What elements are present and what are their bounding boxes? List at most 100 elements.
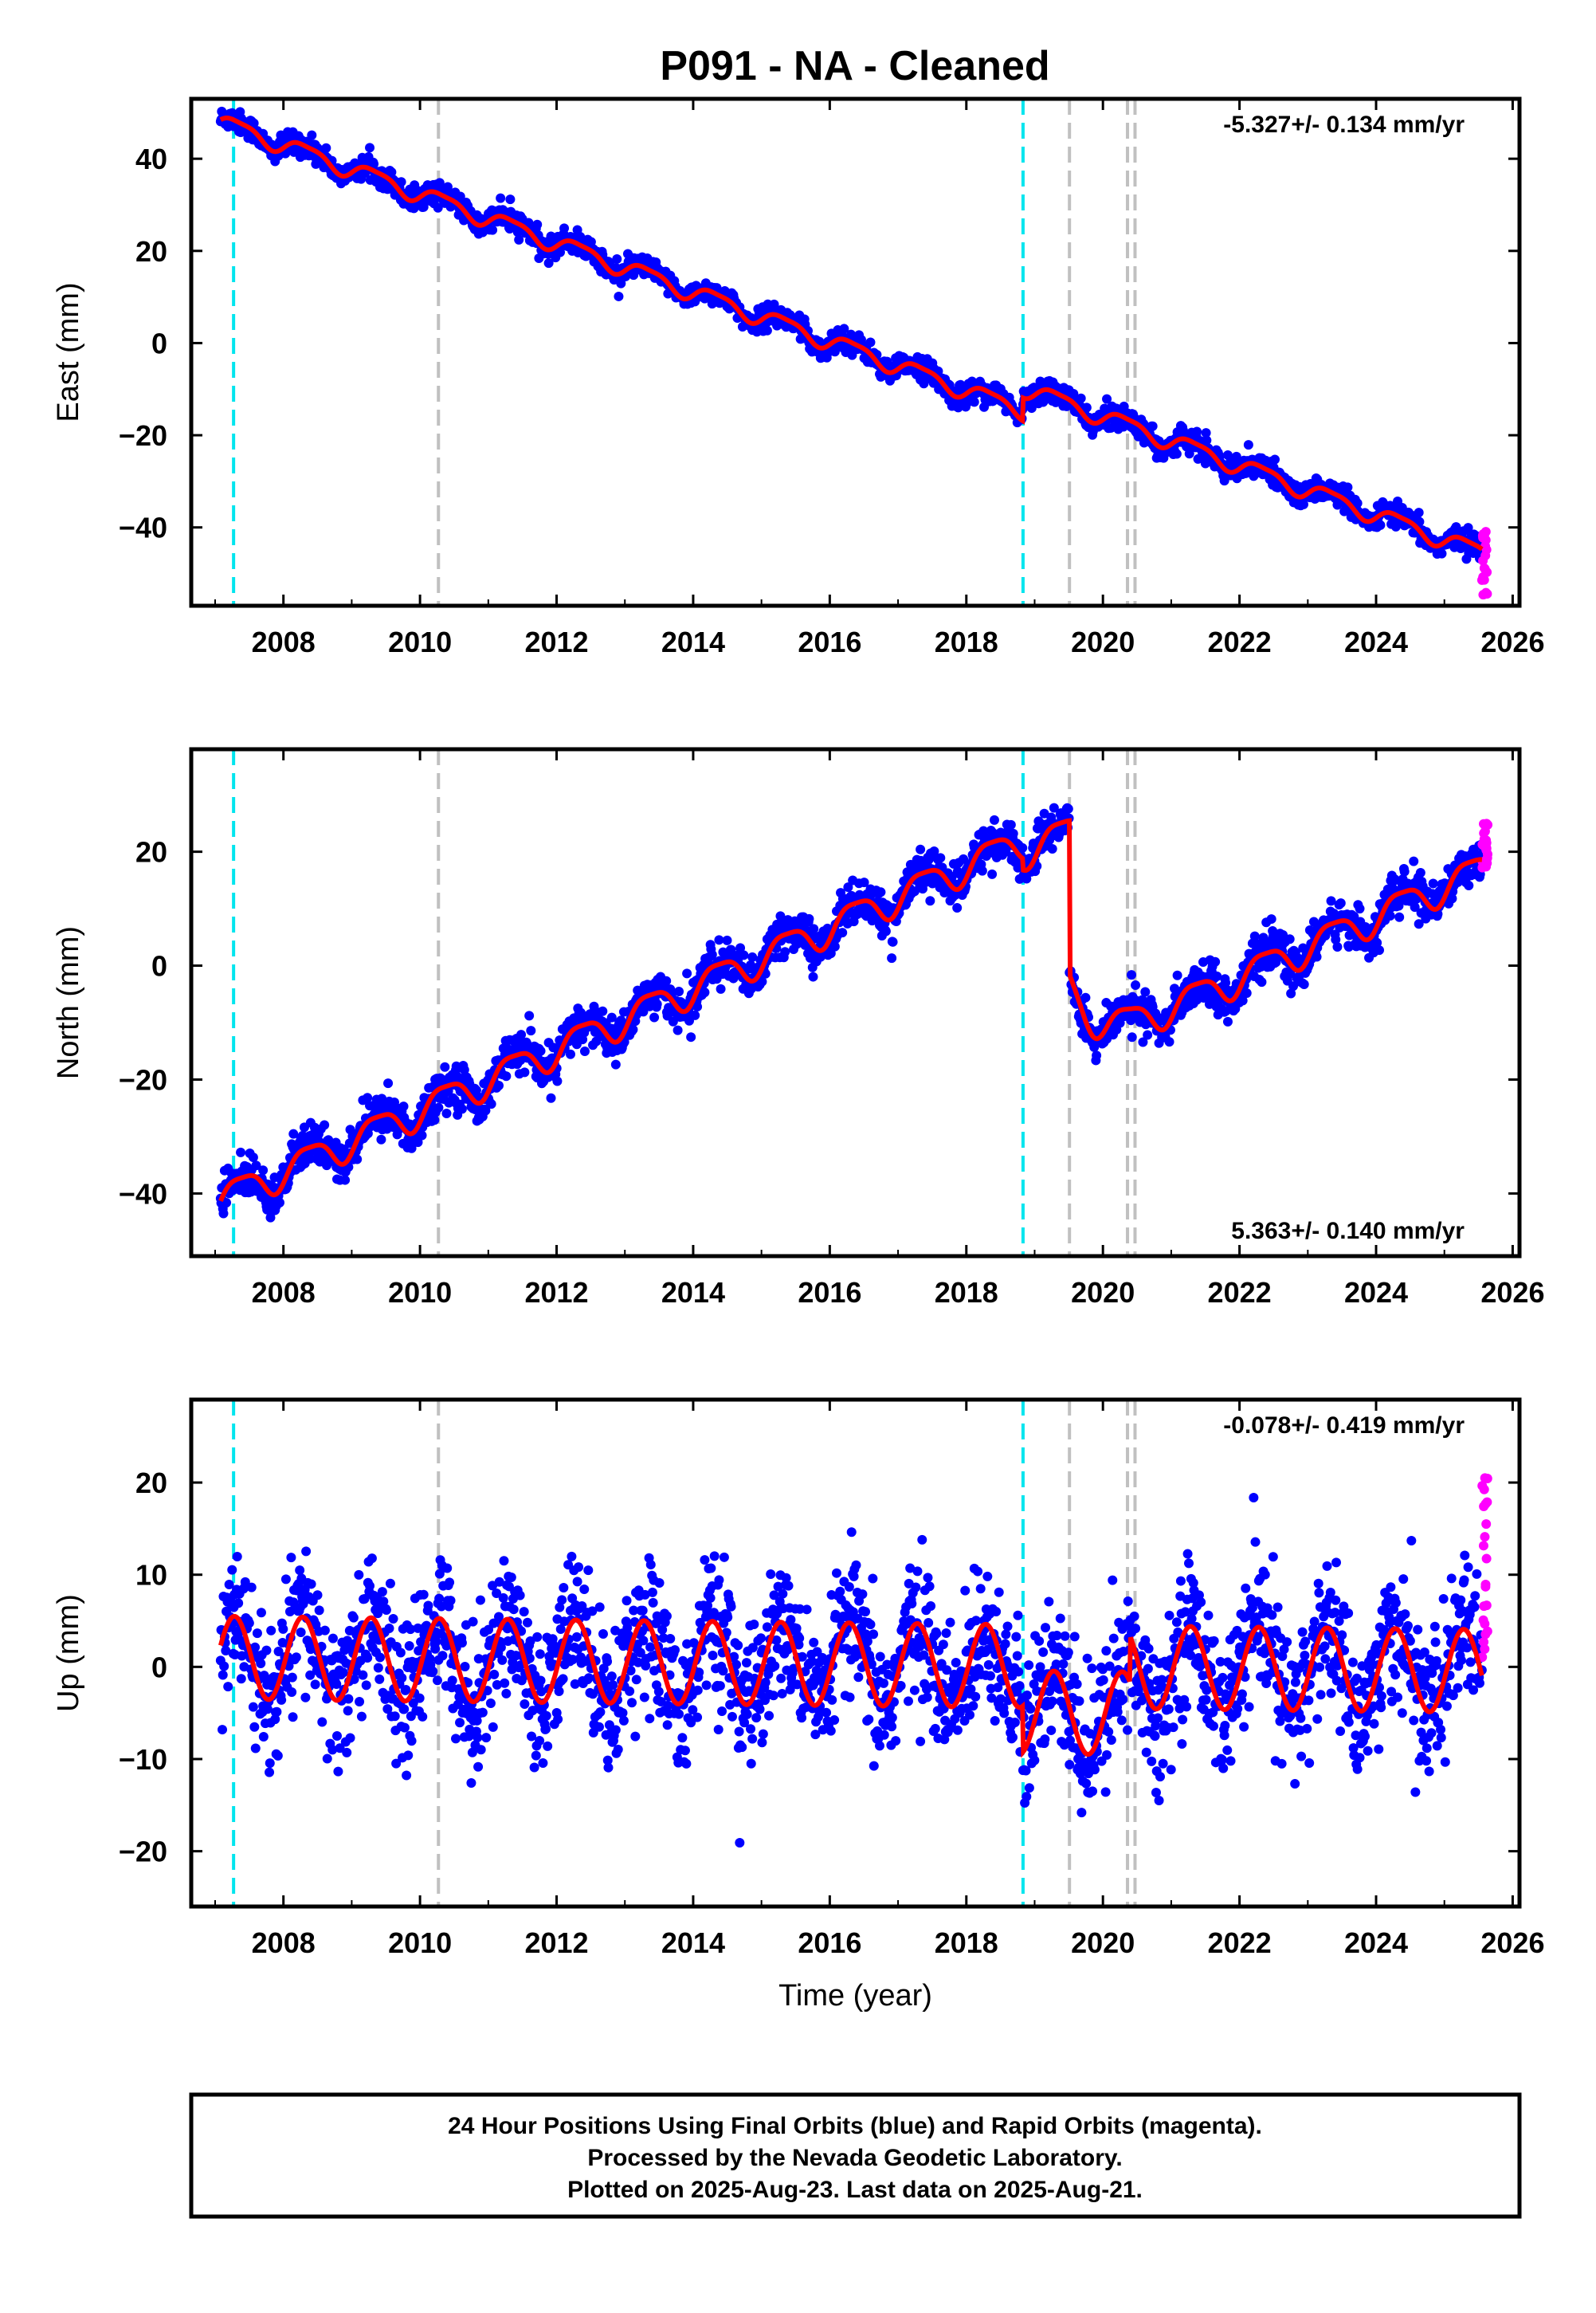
rapid-orbit-point: [1483, 849, 1493, 859]
final-orbit-point: [369, 159, 379, 169]
rapid-orbit-points: [1476, 527, 1492, 600]
final-orbit-point: [396, 177, 406, 187]
final-orbit-point: [1184, 449, 1194, 459]
final-orbit-point: [418, 1711, 428, 1722]
velocity-rate-label: -5.327+/- 0.134 mm/yr: [1223, 112, 1465, 138]
final-orbit-point: [273, 1750, 283, 1761]
final-orbit-point: [552, 1076, 563, 1086]
x-tick-label: 2026: [1480, 626, 1544, 658]
final-orbit-point: [320, 1625, 330, 1636]
final-orbit-point: [374, 1652, 385, 1663]
final-orbit-point: [383, 1078, 394, 1089]
final-orbit-point: [1212, 971, 1222, 981]
final-orbit-point: [690, 1010, 700, 1020]
final-orbit-point: [338, 1667, 348, 1678]
final-orbit-point: [223, 1682, 233, 1692]
final-orbit-point: [1008, 828, 1018, 838]
final-orbit-point: [859, 878, 869, 888]
final-orbit-point: [661, 976, 672, 986]
x-tick-label: 2014: [661, 626, 725, 658]
final-orbit-point: [300, 1692, 311, 1702]
final-orbit-point: [262, 1704, 273, 1714]
final-orbit-point: [276, 1694, 287, 1705]
final-orbit-point: [989, 815, 999, 825]
final-orbit-point: [1410, 902, 1420, 913]
final-orbit-point: [674, 986, 684, 996]
final-orbit-point: [265, 1767, 275, 1777]
final-orbit-point: [546, 1093, 556, 1103]
final-orbit-point: [1269, 454, 1280, 465]
final-orbit-point: [363, 1093, 373, 1103]
east-panel: 2008 2010 2012 2014 2016 2018 2020 2022 2024 2026…: [52, 96, 1544, 658]
final-orbit-point: [887, 953, 897, 964]
final-orbit-point: [248, 1702, 258, 1712]
x-tick-label: 2008: [252, 1276, 316, 1309]
final-orbit-point: [616, 278, 626, 289]
final-orbit-point: [249, 1722, 260, 1732]
rapid-orbit-point: [1478, 529, 1488, 540]
final-orbit-point: [1374, 945, 1385, 956]
final-orbit-point: [417, 1130, 427, 1141]
final-orbit-point: [331, 1679, 342, 1689]
final-orbit-point: [1221, 978, 1231, 988]
final-orbit-point: [322, 1160, 332, 1171]
final-orbit-point: [1192, 426, 1202, 437]
final-orbit-point: [258, 1731, 269, 1742]
x-tick-label: 2010: [388, 626, 452, 658]
final-orbit-point: [839, 324, 849, 334]
final-orbit-point: [526, 1026, 536, 1036]
final-orbit-point: [1172, 970, 1182, 980]
final-orbit-point: [1006, 819, 1016, 830]
final-orbit-point: [252, 1628, 262, 1639]
final-orbit-point: [888, 937, 898, 947]
final-orbit-point: [219, 1661, 229, 1671]
x-tick-label: 2020: [1071, 1276, 1135, 1309]
final-orbit-point: [1385, 910, 1395, 921]
y-tick-label: 20: [135, 836, 167, 869]
final-orbit-point: [250, 1642, 261, 1652]
final-orbit-point: [1409, 856, 1419, 866]
final-orbit-point: [673, 1025, 683, 1035]
y-tick-label: −20: [119, 419, 167, 452]
figure-title: P091 - NA - Cleaned: [660, 43, 1049, 89]
final-orbit-point: [579, 1047, 590, 1057]
x-tick-label: 2018: [935, 1276, 998, 1309]
y-tick-label: −40: [119, 1177, 167, 1210]
final-orbit-point: [317, 1717, 327, 1727]
model-fit-line: [218, 818, 1483, 1203]
final-orbit-point: [224, 1580, 234, 1590]
panel-frame: [189, 747, 1522, 1259]
final-orbit-point: [1332, 942, 1343, 952]
x-tick-label: 2012: [524, 626, 588, 658]
final-orbit-point: [1447, 893, 1457, 904]
final-orbit-point: [1115, 1018, 1125, 1028]
final-orbit-point: [638, 1007, 649, 1017]
final-orbit-point: [747, 952, 758, 962]
final-orbit-point: [1140, 987, 1151, 997]
final-orbit-point: [486, 1099, 496, 1109]
final-orbit-point: [218, 1670, 228, 1680]
final-orbit-point: [612, 253, 622, 264]
final-orbit-point: [377, 1587, 387, 1597]
final-orbit-point: [762, 325, 772, 336]
final-orbit-point: [291, 1652, 301, 1663]
final-orbit-point: [333, 1766, 343, 1777]
final-orbit-point: [1375, 520, 1386, 530]
final-orbit-point: [251, 1160, 261, 1171]
final-orbit-point: [1026, 403, 1037, 414]
final-orbit-point: [1171, 449, 1182, 459]
final-orbit-point: [501, 1071, 512, 1082]
final-orbit-point: [649, 1012, 660, 1023]
final-orbit-point: [837, 928, 848, 938]
y-tick-label: 20: [135, 235, 167, 268]
up-panel: 2008 2010 2012 2014 2016 2018 2020 2022 2024 2026…: [52, 1397, 1544, 2013]
final-orbit-point: [543, 258, 554, 269]
x-tick-label: 2008: [252, 626, 316, 658]
final-orbit-point: [1335, 898, 1346, 909]
final-orbit-point: [402, 1770, 412, 1781]
final-orbit-point: [707, 949, 717, 960]
final-orbit-point: [1241, 988, 1252, 998]
final-orbit-point: [535, 1046, 546, 1056]
final-orbit-point: [457, 1104, 467, 1114]
final-orbit-point: [952, 902, 963, 913]
